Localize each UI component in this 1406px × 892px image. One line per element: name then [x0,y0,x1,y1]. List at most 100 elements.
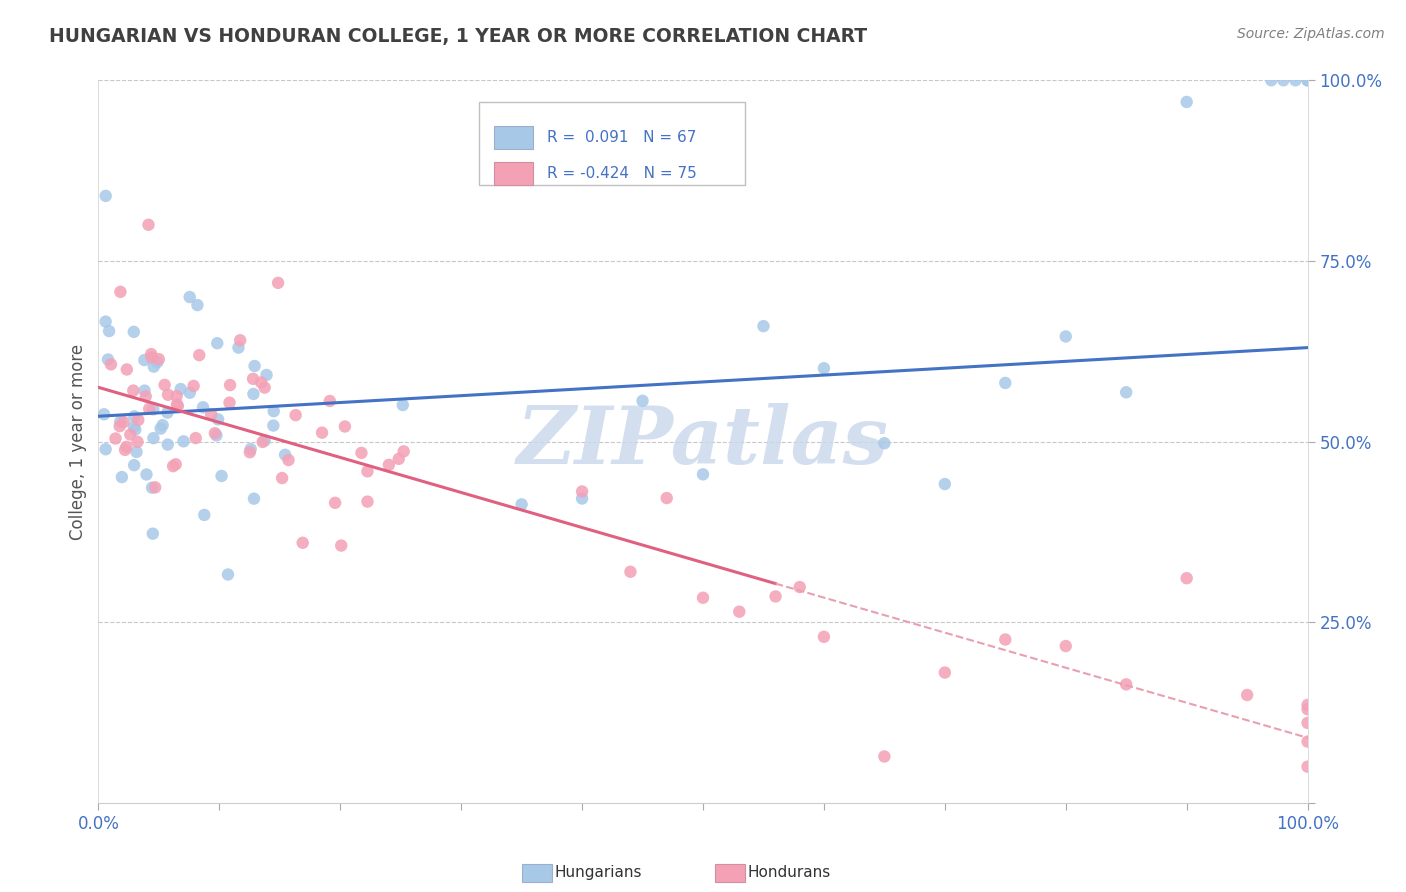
Point [205,428,228,442]
Text: HUNGARIAN VS HONDURAN COLLEGE, 1 YEAR OR MORE CORRELATION CHART: HUNGARIAN VS HONDURAN COLLEGE, 1 YEAR OR… [49,27,868,45]
Point [122,458,145,473]
Point [125,445,148,459]
Point [1175,571,1198,585]
Point [813,361,835,376]
Point [229,333,252,347]
Point [1054,639,1077,653]
Point [193,508,215,522]
Point [330,539,353,553]
Point [239,442,262,456]
Point [1175,95,1198,109]
Point [111,470,134,484]
Point [1260,73,1282,87]
FancyBboxPatch shape [716,864,745,882]
Point [619,565,641,579]
Text: ZIPatlas: ZIPatlas [517,403,889,480]
Point [934,665,956,680]
Point [789,580,811,594]
Point [994,632,1017,647]
Point [692,591,714,605]
Point [243,491,266,506]
Point [765,590,787,604]
Point [253,434,276,448]
Point [200,407,222,421]
Point [1236,688,1258,702]
Point [184,431,207,445]
Point [141,481,163,495]
Point [142,526,165,541]
Point [141,351,163,365]
Point [142,359,165,374]
Y-axis label: College, 1 year or more: College, 1 year or more [69,343,87,540]
Point [391,398,413,412]
Point [166,389,188,403]
Point [319,394,342,409]
Point [146,355,169,369]
Point [179,385,201,400]
Point [277,453,299,467]
Point [135,467,157,482]
Point [250,376,273,390]
Point [262,418,284,433]
Point [179,290,201,304]
Point [934,477,956,491]
Point [156,406,179,420]
Point [142,431,165,445]
Point [378,458,401,472]
FancyBboxPatch shape [494,162,533,185]
Point [219,378,242,392]
Point [94,442,117,457]
Point [1115,677,1137,691]
Point [98,324,121,338]
Point [138,218,160,232]
Point [162,459,184,474]
Point [138,401,160,416]
Point [112,415,135,429]
Point [1296,715,1319,730]
Text: Hungarians: Hungarians [554,865,641,880]
Point [115,440,138,454]
Point [994,376,1017,390]
Point [1284,73,1306,87]
Point [122,419,145,434]
Point [1296,734,1319,748]
Point [1115,385,1137,400]
Point [692,467,714,482]
Point [127,413,149,427]
Point [143,480,166,494]
Point [122,384,145,398]
Point [166,397,188,411]
Point [170,382,193,396]
Text: R =  0.091   N = 67: R = 0.091 N = 67 [547,130,696,145]
Point [267,276,290,290]
Point [156,437,179,451]
Point [204,426,226,441]
Point [333,419,356,434]
Point [149,421,172,435]
Point [356,464,378,478]
Point [752,319,775,334]
Point [571,491,593,506]
Point [311,425,333,440]
Point [120,427,142,442]
Point [124,423,146,437]
Point [94,315,117,329]
Point [1054,329,1077,343]
Point [153,377,176,392]
Point [356,494,378,508]
Point [323,496,346,510]
Point [1296,760,1319,774]
Point [207,336,229,351]
Point [135,389,157,403]
Point [142,402,165,417]
Point [134,384,156,398]
Point [571,484,593,499]
Point [243,359,266,373]
Point [728,605,751,619]
Point [173,434,195,449]
Point [188,348,211,362]
Point [271,471,294,485]
Point [1296,702,1319,716]
Point [134,353,156,368]
Point [256,368,278,382]
